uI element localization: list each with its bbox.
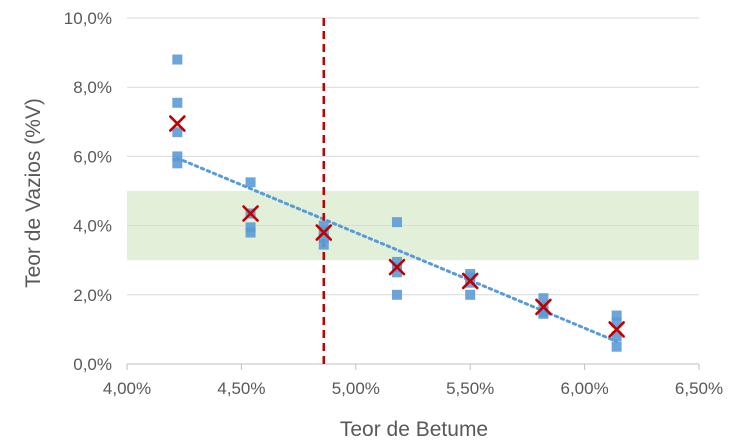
sample-point <box>245 177 256 188</box>
sample-point <box>611 331 622 342</box>
sample-point <box>172 158 183 169</box>
mean-markers <box>169 115 625 338</box>
mean-marker-stroke <box>608 321 625 338</box>
y-tick-label: 8,0% <box>73 78 112 97</box>
tick-labels: 0,0% 2,0% 4,0% 6,0% 8,0% 10,0% 4,00% 4,50% 5,00%… <box>64 9 723 398</box>
sample-point <box>318 220 329 231</box>
x-tick-label: 5,00% <box>332 379 380 398</box>
sample-point <box>245 222 256 233</box>
sample-point <box>245 227 256 238</box>
y-tick-label: 10,0% <box>64 9 112 28</box>
mean-marker <box>388 258 406 276</box>
mean-marker-stroke <box>535 298 552 316</box>
sample-point <box>465 272 476 283</box>
mean-marker <box>608 321 625 338</box>
mean-marker <box>461 272 479 290</box>
sample-point <box>391 217 402 228</box>
mean-marker-stroke <box>388 258 406 276</box>
sample-point <box>391 289 402 300</box>
x-tick-label: 6,50% <box>675 379 723 398</box>
sample-point <box>172 54 183 65</box>
sample-point <box>611 310 622 321</box>
gridlines <box>127 17 699 296</box>
x-axis-title: Teor de Betume <box>340 418 488 441</box>
sample-point <box>611 341 622 352</box>
mean-marker <box>315 224 333 241</box>
y-axis-title: Teor de Vazios (%V) <box>22 98 45 288</box>
sample-point <box>172 151 183 162</box>
axes <box>126 363 700 370</box>
sample-point <box>465 289 476 300</box>
y-tick-label: 0,0% <box>73 355 112 374</box>
sample-point <box>538 308 549 319</box>
y-tick-label: 2,0% <box>73 286 112 305</box>
sample-point <box>391 256 402 267</box>
x-tick-label: 4,00% <box>103 379 151 398</box>
sample-point <box>538 293 549 304</box>
mean-marker <box>242 205 259 222</box>
x-tick-label: 5,50% <box>446 379 494 398</box>
mean-marker-stroke <box>169 115 186 132</box>
sample-point <box>391 267 402 278</box>
x-tick-label: 6,00% <box>560 379 608 398</box>
sample-point <box>172 97 183 108</box>
mean-marker <box>169 115 186 132</box>
sample-point <box>318 232 329 243</box>
y-tick-label: 4,0% <box>73 217 112 236</box>
mean-marker-stroke <box>461 272 479 290</box>
mean-marker <box>535 298 552 316</box>
y-tick-label: 6,0% <box>73 147 112 166</box>
sample-point <box>611 317 622 328</box>
mean-marker-stroke <box>315 224 333 241</box>
sample-point <box>172 127 183 138</box>
sample-point <box>318 239 329 250</box>
x-tick-label: 4,50% <box>217 379 265 398</box>
mean-marker-stroke <box>242 205 259 222</box>
